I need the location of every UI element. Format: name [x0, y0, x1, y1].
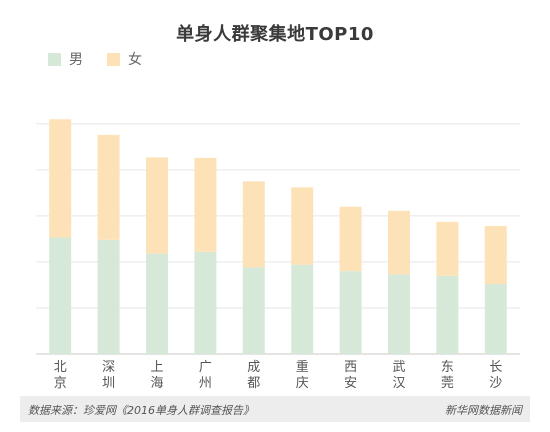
bar-male-1 — [49, 237, 72, 354]
footer: 数据来源：珍爱网《2016单身人群调查报告》 新华网数据新闻 — [20, 396, 530, 422]
bar-female-7 — [339, 206, 362, 272]
footer-source: 数据来源：珍爱网《2016单身人群调查报告》 — [28, 404, 254, 417]
footer-brand: 新华网数据新闻 — [445, 404, 522, 417]
bar-female-1 — [49, 119, 72, 238]
bar-female-9 — [436, 221, 459, 276]
bar-female-8 — [388, 210, 410, 275]
bar-male-3 — [146, 253, 168, 354]
bar-female-4 — [194, 157, 217, 252]
bar-male-4 — [194, 251, 217, 354]
x-tick-label-5: 成都 — [247, 360, 260, 391]
legend: 男 女 — [48, 49, 166, 69]
bar-female-2 — [97, 134, 120, 240]
x-tick-label-3: 上海 — [150, 360, 163, 391]
legend-item-male: 男 — [48, 49, 83, 69]
bar-male-5 — [242, 267, 265, 354]
bar-female-3 — [146, 157, 168, 254]
bar-male-9 — [436, 275, 459, 354]
bar-male-10 — [484, 284, 507, 354]
x-tick-label-1: 北京 — [54, 360, 67, 391]
bar-male-2 — [97, 239, 120, 354]
legend-swatch-female — [107, 52, 120, 66]
bar-female-10 — [484, 226, 507, 285]
x-tick-label-10: 长沙 — [489, 360, 502, 391]
x-tick-label-2: 深圳 — [102, 360, 115, 391]
x-tick-label-4: 广州 — [199, 360, 212, 391]
bar-female-5 — [242, 181, 265, 268]
x-tick-label-6: 重庆 — [296, 359, 309, 391]
bar-male-6 — [291, 264, 314, 354]
x-tick-label-8: 武汉 — [392, 360, 405, 391]
legend-item-female: 女 — [107, 49, 142, 69]
legend-label-male: 男 — [69, 52, 83, 68]
x-tick-label-9: 东莞 — [441, 360, 454, 391]
bar-female-6 — [291, 187, 314, 265]
x-tick-label-7: 西安 — [344, 360, 357, 391]
bar-chart: 北京 深圳 上海 广州 成都 重庆 西安 武汉 东莞 长沙 — [36, 119, 520, 391]
bar-male-7 — [339, 271, 362, 354]
legend-swatch-male — [48, 52, 61, 66]
chart-title: 单身人群聚集地TOP10 — [176, 24, 374, 45]
legend-label-female: 女 — [128, 52, 142, 68]
bar-male-8 — [388, 274, 410, 354]
